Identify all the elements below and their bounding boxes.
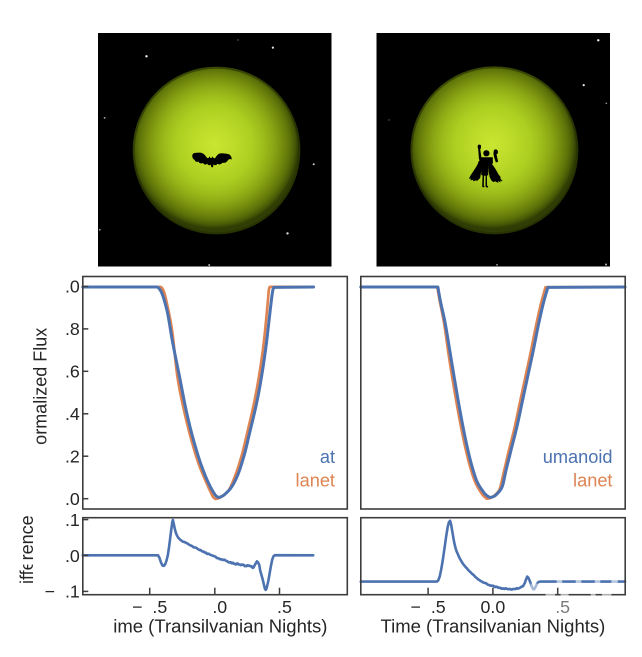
svg-text:1.0: 1.0 (55, 277, 80, 297)
svg-text:Planet: Planet (561, 471, 613, 491)
svg-text:0.0: 0.0 (202, 597, 227, 617)
svg-text:0.6: 0.6 (55, 362, 80, 382)
svg-text:0.2: 0.2 (55, 447, 80, 467)
svg-text:0.4: 0.4 (55, 404, 80, 424)
svg-text:−0.1: −0.1 (45, 582, 80, 602)
svg-text:0.1: 0.1 (55, 510, 80, 530)
svg-text:−0.5: −0.5 (132, 597, 167, 617)
svg-text:Time (Transilvanian Nights): Time (Transilvanian Nights) (103, 616, 328, 637)
svg-text:Planet: Planet (283, 470, 335, 490)
svg-text:0.0: 0.0 (55, 489, 80, 509)
svg-text:0.5: 0.5 (267, 597, 292, 617)
svg-text:Time (Transilvanian Nights): Time (Transilvanian Nights) (380, 616, 605, 637)
svg-text:0.5: 0.5 (545, 597, 570, 617)
svg-text:Humanoid: Humanoid (530, 447, 613, 467)
svg-text:Difference: Difference (17, 515, 37, 597)
svg-text:0.8: 0.8 (55, 319, 80, 339)
svg-text:0.0: 0.0 (55, 546, 80, 566)
svg-text:Normalized Flux: Normalized Flux (31, 328, 51, 458)
svg-text:Bat: Bat (308, 447, 335, 467)
svg-text:0.0: 0.0 (481, 597, 506, 617)
svg-text:−0.5: −0.5 (411, 597, 446, 617)
